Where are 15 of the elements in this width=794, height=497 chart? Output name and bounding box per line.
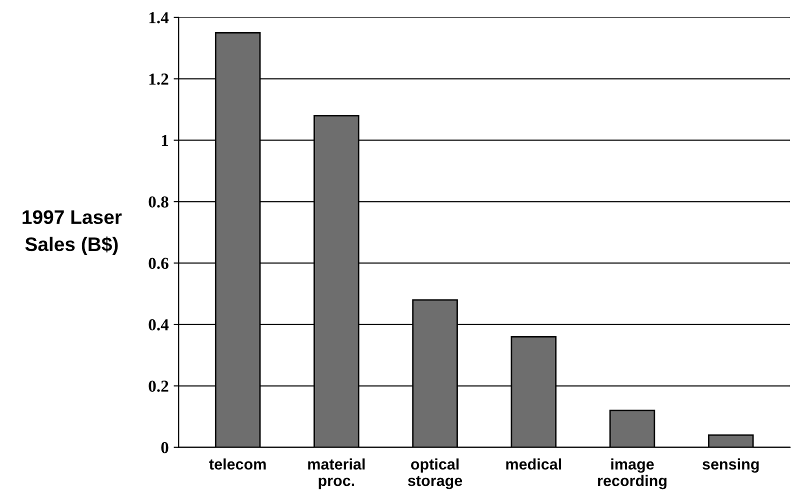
y-tick-label: 1.4 — [149, 12, 169, 24]
y-tick-label: 0.4 — [148, 319, 169, 330]
x-tick-label: medical — [506, 458, 562, 470]
y-tick-label: 1.2 — [149, 74, 168, 85]
y-axis-title: 1997 Laser Sales (B$) — [22, 210, 122, 255]
x-tick-label: optical storage — [408, 458, 462, 490]
x-tick-label: image recording — [598, 458, 666, 490]
y-tick-label: 0.8 — [148, 196, 168, 208]
x-tick-label: material proc. — [308, 458, 365, 490]
y-tick-label: 1 — [162, 135, 168, 146]
x-tick-label: sensing — [702, 458, 759, 473]
y-tick-label: 0.6 — [148, 258, 168, 270]
y-tick-label: 0.2 — [148, 380, 168, 392]
x-tick-label: telecom — [209, 458, 266, 470]
y-tick-label: 0 — [161, 442, 168, 454]
